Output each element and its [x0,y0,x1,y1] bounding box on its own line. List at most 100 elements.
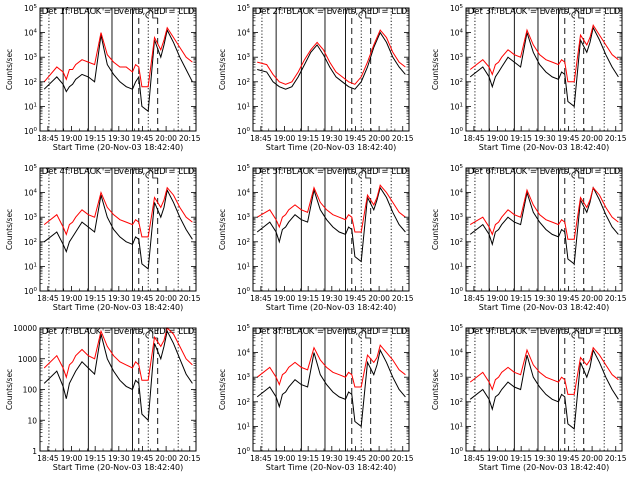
y-tick-label: 102 [450,78,463,87]
marker-glyph [365,11,371,19]
panel-title: Det 2f: BLACK = Events, RED = LLD [255,7,408,17]
y-tick-label: 102 [450,398,463,407]
y-tick-label: 102 [237,238,250,247]
x-tick-label: 18:45 [463,454,485,463]
x-tick-label: 19:45 [558,134,580,143]
y-tick-label: 100 [450,287,464,296]
x-tick-label: 19:45 [345,454,367,463]
x-tick-label: 20:00 [581,294,603,303]
x-tick-label: 18:45 [463,134,485,143]
x-tick-label: 20:00 [368,294,390,303]
y-tick-label: 100 [24,287,38,296]
marker-glyph [152,171,158,179]
y-axis-label: Counts/sec [218,209,227,250]
y-tick-label: 104 [450,349,464,358]
y-tick-label: 103 [237,53,251,62]
panel-title: Det 1f: BLACK = Events, RED = LLD [42,7,195,17]
y-tick-label: 103 [450,373,464,382]
y-axis-label: Counts/sec [218,49,227,90]
x-tick-label: 20:15 [179,134,201,143]
x-tick-label: 19:45 [345,294,367,303]
x-axis-label: Start Time (20-Nov-03 18:42:40) [479,303,609,312]
marker-glyph [358,11,362,19]
y-tick-label: 100 [450,447,464,456]
marker-glyph [578,171,584,179]
x-tick-label: 20:00 [155,454,177,463]
x-tick-label: 19:00 [487,294,509,303]
x-tick-label: 19:30 [108,294,130,303]
x-tick-label: 19:30 [534,454,556,463]
y-tick-label: 101 [450,102,463,111]
y-tick-label: 103 [450,53,464,62]
x-tick-label: 19:45 [132,454,154,463]
x-axis-label: Start Time (20-Nov-03 18:42:40) [266,303,396,312]
x-tick-label: 20:00 [155,134,177,143]
x-tick-label: 20:00 [155,294,177,303]
x-tick-label: 19:45 [558,294,580,303]
events-series-line [43,188,193,270]
x-tick-label: 20:15 [179,294,201,303]
y-tick-label: 101 [450,262,463,271]
x-tick-label: 19:15 [84,454,106,463]
y-tick-label: 100 [237,127,251,136]
y-tick-label: 105 [450,324,464,333]
y-tick-label: 100 [24,127,38,136]
marker-glyph [152,331,158,339]
events-series-line [469,26,619,108]
x-tick-label: 19:00 [61,454,83,463]
events-series-line [469,348,619,430]
x-tick-label: 18:45 [37,454,59,463]
y-axis-label: Counts/sec [431,49,440,90]
y-tick-label: 1 [32,447,37,456]
y-tick-label: 101 [24,102,37,111]
panel-title: Det 4f: BLACK = Events, RED = LLD [42,167,195,177]
panel-1: Det 1f: BLACK = Events, RED = LLD 100 101 1… [5,4,201,152]
events-series-line [257,31,406,90]
y-tick-label: 105 [24,164,38,173]
plot-frame [252,167,410,292]
y-tick-label: 100 [237,287,251,296]
x-tick-label: 19:30 [534,134,556,143]
x-tick-label: 20:00 [581,454,603,463]
y-tick-label: 101 [237,262,250,271]
y-tick-label: 105 [237,4,251,13]
marker-glyph [145,331,149,339]
marker-glyph [358,331,362,339]
panel-2: Det 2f: BLACK = Events, RED = LLD 100 101 1… [218,4,414,152]
lld-series-line [257,29,406,85]
x-tick-label: 20:15 [392,134,414,143]
x-tick-label: 19:15 [510,294,532,303]
panel-title: Det 7f: BLACK = Events, RED = LLD [42,327,195,337]
panel-4: Det 4f: BLACK = Events, RED = LLD 100 101 1… [5,164,201,312]
marker-glyph [571,331,575,339]
x-axis-label: Start Time (20-Nov-03 18:42:40) [266,463,396,472]
x-tick-label: 20:00 [581,134,603,143]
events-series-line [43,28,193,113]
x-tick-label: 19:45 [132,294,154,303]
marker-glyph [152,11,158,19]
y-tick-label: 102 [450,238,463,247]
x-tick-label: 19:00 [61,294,83,303]
panel-9: Det 9f: BLACK = Events, RED = LLD 100 101 1… [431,324,627,472]
lld-series-line [469,23,619,83]
y-tick-label: 103 [24,53,38,62]
x-tick-label: 19:30 [108,134,130,143]
panel-8: Det 8f: BLACK = Events, RED = LLD 100 101 1… [218,324,414,472]
y-tick-label: 103 [450,213,464,222]
events-series-line [256,348,406,428]
y-tick-label: 102 [237,78,250,87]
lld-series-line [469,186,619,240]
marker-glyph [571,171,575,179]
events-series-line [256,186,406,263]
x-tick-label: 19:15 [510,454,532,463]
y-axis-label: Counts/sec [5,209,14,250]
x-tick-label: 18:45 [250,294,272,303]
x-tick-label: 18:45 [463,294,485,303]
x-tick-label: 18:45 [250,134,272,143]
x-tick-label: 19:00 [274,134,296,143]
x-tick-label: 20:00 [368,454,390,463]
x-axis-label: Start Time (20-Nov-03 18:42:40) [266,143,396,152]
x-tick-label: 18:45 [37,294,59,303]
